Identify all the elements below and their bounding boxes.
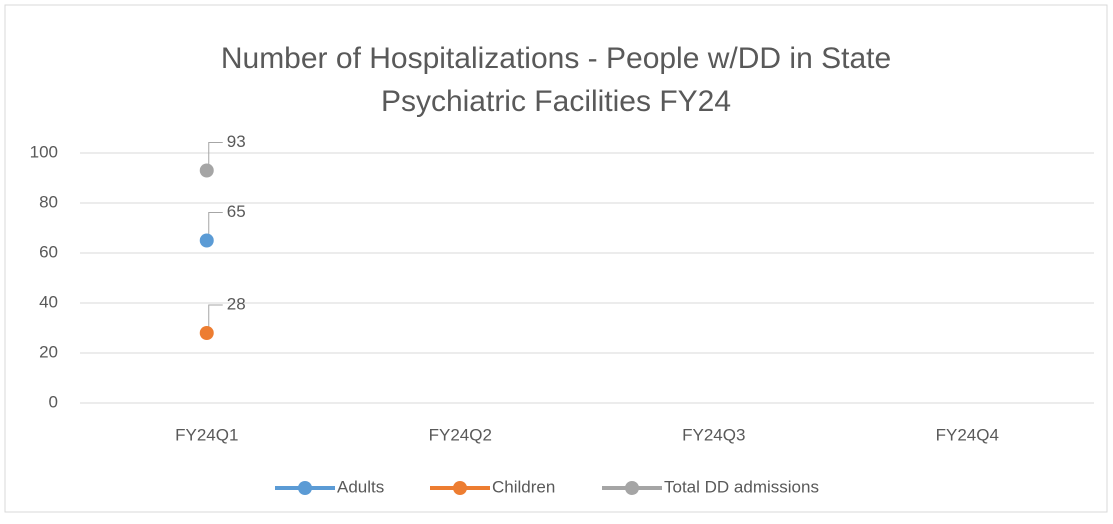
- leader-line: [208, 212, 223, 238]
- chart-title: Number of Hospitalizations - People w/DD…: [221, 42, 891, 75]
- data-label: 28: [227, 294, 246, 313]
- legend-marker: [298, 481, 312, 495]
- legend-marker: [453, 481, 467, 495]
- x-tick-label: FY24Q4: [936, 425, 999, 444]
- marker: [199, 163, 214, 178]
- x-tick-label: FY24Q1: [175, 425, 238, 444]
- y-tick-label: 0: [49, 392, 58, 411]
- y-tick-label: 20: [39, 342, 58, 361]
- data-label: 93: [227, 132, 246, 151]
- legend-marker: [625, 481, 639, 495]
- marker: [199, 326, 214, 340]
- chart-border: [4, 4, 1108, 513]
- leader-line: [208, 142, 223, 168]
- data-label: 65: [227, 202, 246, 221]
- y-tick-label: 40: [39, 292, 58, 311]
- leader-line: [208, 304, 223, 330]
- marker: [199, 233, 214, 248]
- y-tick-label: 60: [39, 242, 58, 261]
- x-tick-label: FY24Q3: [682, 425, 745, 444]
- chart-title: Psychiatric Facilities FY24: [381, 85, 731, 118]
- legend-label: Total DD admissions: [664, 477, 819, 496]
- legend-label: Children: [492, 477, 555, 496]
- y-tick-label: 100: [30, 142, 58, 161]
- x-tick-label: FY24Q2: [429, 425, 492, 444]
- legend-label: Adults: [337, 477, 384, 496]
- y-tick-label: 80: [39, 192, 58, 211]
